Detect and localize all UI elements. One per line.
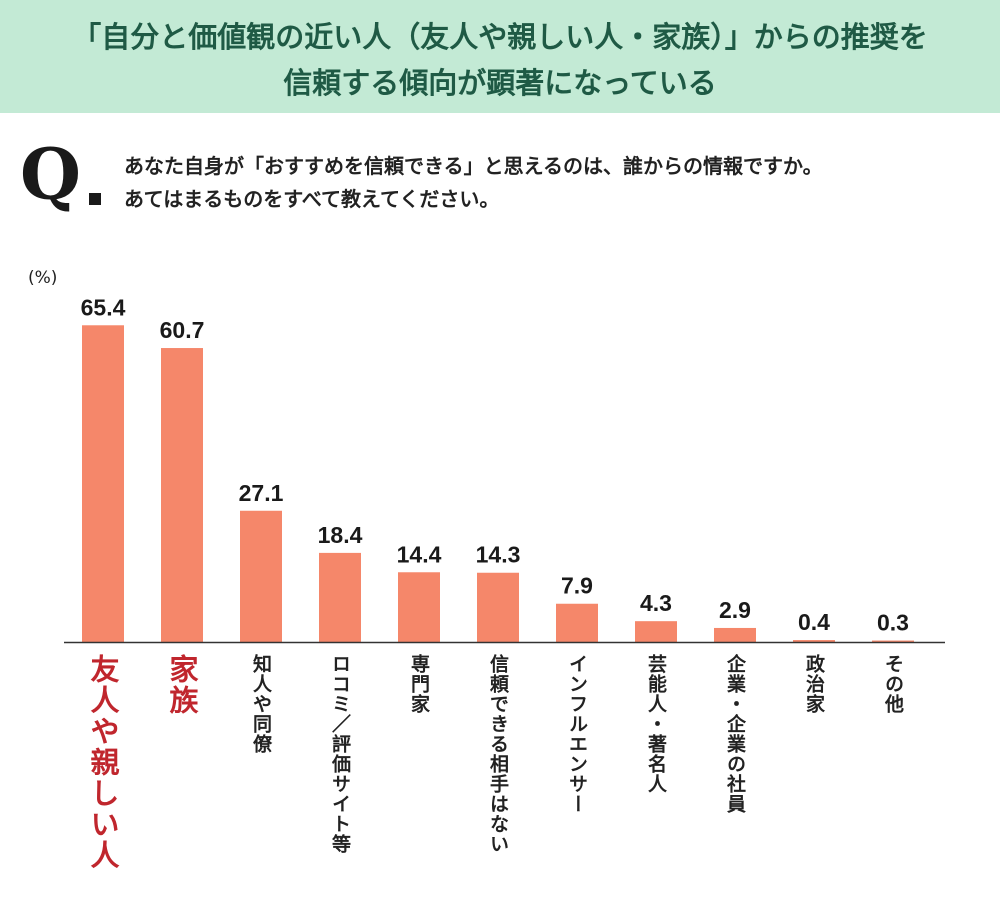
bar (161, 348, 203, 642)
headline-banner: 「自分と価値観の近い人（友人や親しい人・家族）」からの推奨を 信頼する傾向が顕著… (0, 0, 1000, 113)
category-label: インフルエンサー (566, 654, 588, 814)
data-label: 0.4 (798, 609, 830, 635)
category-label: 企業・企業の社員 (724, 654, 746, 814)
bar (714, 627, 756, 642)
category-label: 知人や同僚 (250, 654, 272, 754)
question-line-2: あてはまるものをすべて教えてください。 (124, 187, 500, 211)
data-label: 7.9 (561, 573, 593, 599)
category-label: その他 (882, 654, 904, 714)
data-label: 18.4 (318, 522, 363, 548)
bar (477, 572, 519, 642)
category-label: ロコミ／評価サイト等 (329, 654, 351, 854)
bar (556, 603, 598, 642)
bar (793, 640, 835, 642)
category-label: 友人や親しい人 (86, 654, 120, 871)
category-label: 政治家 (803, 654, 825, 714)
category-label: 芸能人・著名人 (645, 654, 667, 794)
headline-line-1: 「自分と価値観の近い人（友人や親しい人・家族）」からの推奨を (72, 20, 928, 54)
question-mark-dot (89, 193, 101, 205)
data-label: 2.9 (719, 597, 751, 623)
unit-label: (%) (28, 268, 58, 288)
question-line-1: あなた自身が「おすすめを信頼できる」と思えるのは、誰からの情報ですか。 (124, 154, 823, 178)
data-label: 27.1 (239, 480, 284, 506)
headline-line-2: 信頼する傾向が顕著になっている (283, 66, 717, 100)
bar (398, 572, 440, 642)
data-label: 65.4 (81, 294, 126, 320)
bar (635, 621, 677, 642)
data-label: 0.3 (877, 610, 909, 636)
bar (240, 510, 282, 642)
category-label: 信頼できる相手はない (487, 654, 509, 854)
question-mark-letter: Q (20, 133, 81, 216)
bar (872, 640, 914, 642)
data-label: 60.7 (160, 317, 205, 343)
data-label: 14.4 (397, 541, 442, 567)
data-label: 4.3 (640, 590, 672, 616)
category-label: 家族 (165, 654, 199, 716)
category-label: 専門家 (408, 654, 430, 714)
bar (82, 325, 124, 642)
data-label: 14.3 (476, 542, 521, 568)
bar (319, 552, 361, 642)
